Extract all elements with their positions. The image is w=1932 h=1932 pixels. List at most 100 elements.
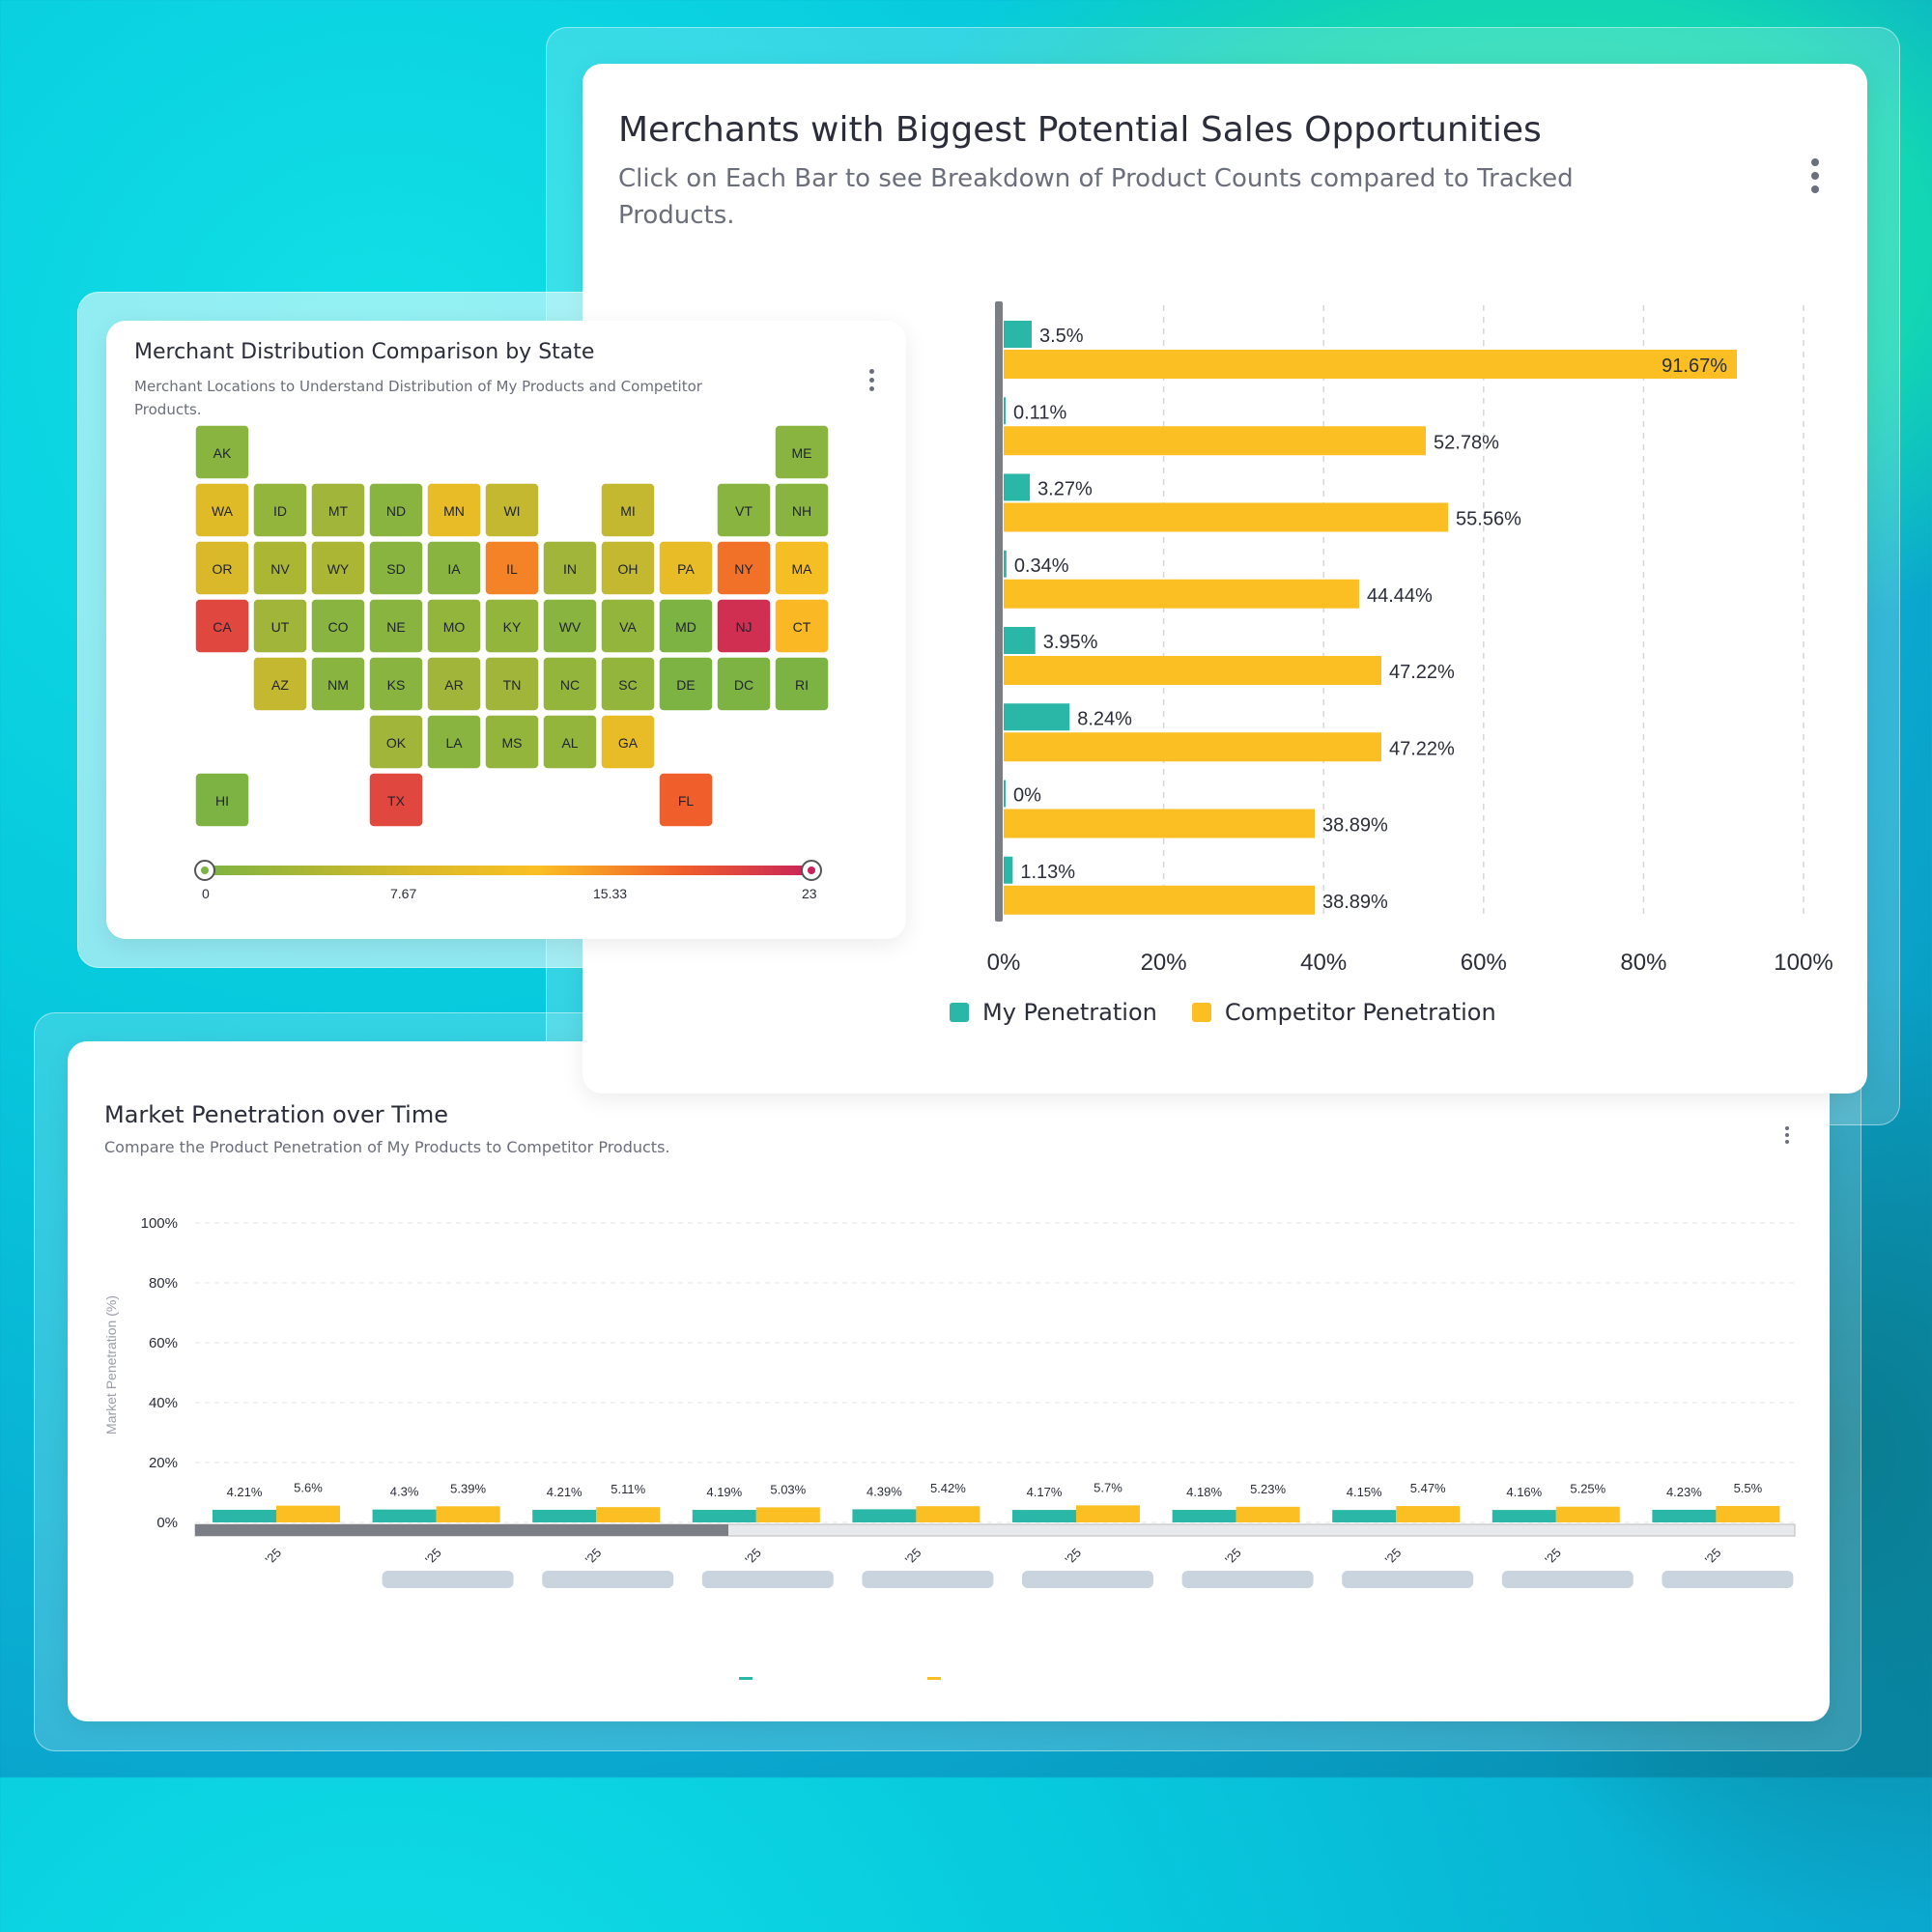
state-tile-ny[interactable] bbox=[716, 540, 772, 596]
merchants-card-menu-icon[interactable] bbox=[1809, 158, 1821, 193]
state-tile-nm[interactable] bbox=[310, 656, 366, 712]
state-tile-nd[interactable] bbox=[368, 482, 424, 538]
state-tile-ms[interactable] bbox=[484, 714, 540, 770]
state-tile-ma[interactable] bbox=[774, 540, 830, 596]
state-tile-md[interactable] bbox=[658, 598, 714, 654]
competitor-penetration-bar[interactable] bbox=[1004, 426, 1427, 456]
competitor-penetration-bar[interactable] bbox=[1004, 656, 1381, 685]
state-label: DC bbox=[734, 677, 753, 693]
x-scrollbar-thumb[interactable] bbox=[195, 1524, 728, 1536]
state-tile-fl[interactable] bbox=[658, 772, 714, 828]
market-card-title: Market Penetration over Time bbox=[104, 1101, 448, 1128]
my-penetration-bar[interactable] bbox=[1004, 780, 1006, 808]
my-penetration-bar[interactable] bbox=[1004, 321, 1032, 348]
state-tile-ne[interactable] bbox=[368, 598, 424, 654]
state-tile-ok[interactable] bbox=[368, 714, 424, 770]
state-tile-vt[interactable] bbox=[716, 482, 772, 538]
state-tile-tx[interactable] bbox=[368, 772, 424, 828]
state-tile-mo[interactable] bbox=[426, 598, 482, 654]
state-tile-al[interactable] bbox=[542, 714, 598, 770]
state-tile-tn[interactable] bbox=[484, 656, 540, 712]
state-tile-de[interactable] bbox=[658, 656, 714, 712]
state-tile-me[interactable] bbox=[774, 424, 830, 480]
my-penetration-bar[interactable] bbox=[1332, 1510, 1397, 1522]
my-penetration-bar[interactable] bbox=[852, 1509, 917, 1522]
state-tile-dc[interactable] bbox=[716, 656, 772, 712]
y-axis-scrollbar[interactable] bbox=[995, 301, 1003, 922]
competitor-penetration-bar[interactable] bbox=[1004, 502, 1449, 532]
competitor-penetration-bar[interactable] bbox=[596, 1507, 661, 1522]
state-tile-va[interactable] bbox=[600, 598, 656, 654]
competitor-penetration-label: 5.23% bbox=[1250, 1482, 1286, 1496]
competitor-penetration-bar[interactable] bbox=[1396, 1506, 1461, 1522]
state-tile-sd[interactable] bbox=[368, 540, 424, 596]
state-tile-wy[interactable] bbox=[310, 540, 366, 596]
state-tile-wi[interactable] bbox=[484, 482, 540, 538]
state-tile-nc[interactable] bbox=[542, 656, 598, 712]
my-penetration-bar[interactable] bbox=[692, 1510, 756, 1522]
state-tile-il[interactable] bbox=[484, 540, 540, 596]
state-tile-nj[interactable] bbox=[716, 598, 772, 654]
state-tile-ia[interactable] bbox=[426, 540, 482, 596]
competitor-penetration-bar[interactable] bbox=[1004, 350, 1738, 379]
map-card-menu-icon[interactable] bbox=[866, 369, 877, 391]
competitor-penetration-label: 5.7% bbox=[1094, 1480, 1122, 1494]
state-tile-mn[interactable] bbox=[426, 482, 482, 538]
state-tile-wa[interactable] bbox=[194, 482, 250, 538]
state-tile-nh[interactable] bbox=[774, 482, 830, 538]
competitor-penetration-bar[interactable] bbox=[1236, 1506, 1300, 1522]
state-tile-nv[interactable] bbox=[252, 540, 308, 596]
state-tile-wv[interactable] bbox=[542, 598, 598, 654]
competitor-penetration-bar[interactable] bbox=[916, 1506, 980, 1522]
state-label: OK bbox=[386, 735, 407, 751]
my-penetration-bar[interactable] bbox=[1004, 627, 1036, 654]
my-penetration-bar[interactable] bbox=[372, 1509, 437, 1522]
state-tile-ut[interactable] bbox=[252, 598, 308, 654]
state-tile-az[interactable] bbox=[252, 656, 308, 712]
competitor-penetration-bar[interactable] bbox=[436, 1506, 500, 1522]
competitor-penetration-bar[interactable] bbox=[1716, 1505, 1780, 1522]
market-card-menu-icon[interactable] bbox=[1781, 1126, 1793, 1144]
my-penetration-bar[interactable] bbox=[1004, 473, 1031, 501]
my-penetration-bar[interactable] bbox=[1004, 703, 1070, 731]
state-tile-ar[interactable] bbox=[426, 656, 482, 712]
state-tile-co[interactable] bbox=[310, 598, 366, 654]
competitor-penetration-bar[interactable] bbox=[1004, 885, 1316, 915]
state-tile-ky[interactable] bbox=[484, 598, 540, 654]
my-penetration-bar[interactable] bbox=[1012, 1510, 1076, 1522]
my-penetration-bar[interactable] bbox=[1652, 1509, 1717, 1522]
my-penetration-bar[interactable] bbox=[1004, 550, 1007, 578]
state-tile-mi[interactable] bbox=[600, 482, 656, 538]
state-tile-oh[interactable] bbox=[600, 540, 656, 596]
state-tile-la[interactable] bbox=[426, 714, 482, 770]
competitor-penetration-bar[interactable] bbox=[1004, 732, 1381, 762]
state-tile-hi[interactable] bbox=[194, 772, 250, 828]
state-tile-ri[interactable] bbox=[774, 656, 830, 712]
state-tile-mt[interactable] bbox=[310, 482, 366, 538]
state-tile-ca[interactable] bbox=[194, 598, 250, 654]
state-tile-id[interactable] bbox=[252, 482, 308, 538]
legend-my-penetration[interactable]: My Penetration bbox=[950, 999, 1157, 1026]
state-tile-ks[interactable] bbox=[368, 656, 424, 712]
my-penetration-bar[interactable] bbox=[532, 1509, 597, 1522]
my-penetration-bar[interactable] bbox=[1004, 397, 1006, 425]
my-penetration-bar[interactable] bbox=[1172, 1510, 1236, 1522]
my-penetration-bar[interactable] bbox=[1004, 856, 1013, 884]
legend-competitor-penetration[interactable]: Competitor Penetration bbox=[1191, 999, 1496, 1026]
state-tile-pa[interactable] bbox=[658, 540, 714, 596]
my-penetration-bar[interactable] bbox=[1492, 1510, 1556, 1522]
competitor-penetration-bar[interactable] bbox=[755, 1507, 820, 1522]
competitor-penetration-bar[interactable] bbox=[1555, 1506, 1620, 1522]
state-tile-or[interactable] bbox=[194, 540, 250, 596]
competitor-penetration-label: 5.42% bbox=[930, 1481, 966, 1495]
my-penetration-bar[interactable] bbox=[213, 1509, 276, 1522]
state-tile-ct[interactable] bbox=[774, 598, 830, 654]
state-tile-sc[interactable] bbox=[600, 656, 656, 712]
state-tile-ga[interactable] bbox=[600, 714, 656, 770]
state-tile-ak[interactable] bbox=[194, 424, 250, 480]
competitor-penetration-bar[interactable] bbox=[1004, 809, 1316, 838]
competitor-penetration-bar[interactable] bbox=[276, 1505, 340, 1522]
competitor-penetration-bar[interactable] bbox=[1004, 579, 1359, 609]
state-tile-in[interactable] bbox=[542, 540, 598, 596]
competitor-penetration-bar[interactable] bbox=[1076, 1505, 1140, 1522]
